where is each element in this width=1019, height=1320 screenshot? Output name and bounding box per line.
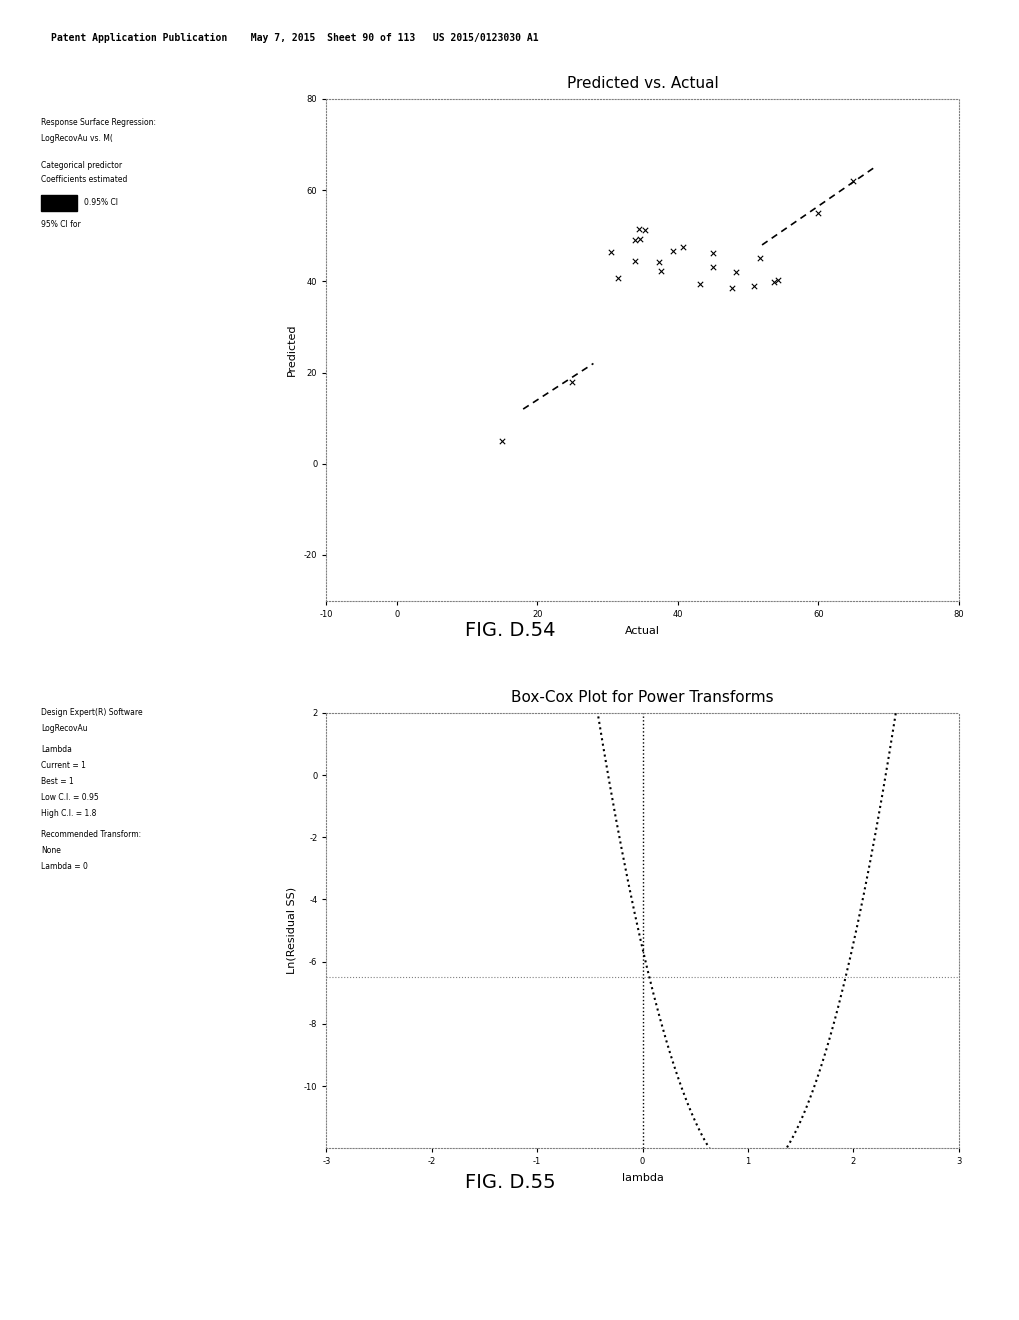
Point xyxy=(564,371,580,392)
Point xyxy=(809,202,825,223)
Text: Recommended Transform:: Recommended Transform: xyxy=(41,830,141,840)
Point xyxy=(723,277,740,298)
Text: LogRecovAu vs. M(: LogRecovAu vs. M( xyxy=(41,135,112,144)
Y-axis label: Predicted: Predicted xyxy=(286,323,297,376)
Text: Best = 1: Best = 1 xyxy=(41,777,73,787)
Point xyxy=(728,261,744,282)
Point xyxy=(652,260,668,281)
Text: Response Surface Regression:: Response Surface Regression: xyxy=(41,119,156,128)
Text: Design Expert(R) Software: Design Expert(R) Software xyxy=(41,709,143,718)
Text: High C.I. = 1.8: High C.I. = 1.8 xyxy=(41,809,96,818)
Point xyxy=(769,269,786,290)
Y-axis label: Ln(Residual SS): Ln(Residual SS) xyxy=(286,887,297,974)
Point xyxy=(845,170,861,191)
Text: Lambda: Lambda xyxy=(41,746,71,755)
Point xyxy=(631,218,647,239)
Text: FIG. D.54: FIG. D.54 xyxy=(465,622,554,640)
Point xyxy=(751,247,767,268)
Point xyxy=(609,267,626,288)
Text: Low C.I. = 0.95: Low C.I. = 0.95 xyxy=(41,793,99,803)
Title: Predicted vs. Actual: Predicted vs. Actual xyxy=(567,75,717,91)
Point xyxy=(745,276,761,297)
Point xyxy=(636,219,652,240)
Point xyxy=(664,240,681,261)
Point xyxy=(704,242,720,263)
Text: None: None xyxy=(41,846,60,855)
Text: FIG. D.55: FIG. D.55 xyxy=(465,1173,554,1192)
X-axis label: Actual: Actual xyxy=(625,626,659,635)
Text: 95% CI for: 95% CI for xyxy=(41,220,81,230)
Text: LogRecovAu: LogRecovAu xyxy=(41,725,88,734)
X-axis label: lambda: lambda xyxy=(621,1173,663,1183)
Point xyxy=(626,230,642,251)
Point xyxy=(626,251,642,272)
Point xyxy=(704,256,720,277)
Text: Lambda = 0: Lambda = 0 xyxy=(41,862,88,871)
Point xyxy=(765,271,782,292)
Title: Box-Cox Plot for Power Transforms: Box-Cox Plot for Power Transforms xyxy=(511,689,773,705)
Text: Coefficients estimated: Coefficients estimated xyxy=(41,176,127,185)
Text: Patent Application Publication    May 7, 2015  Sheet 90 of 113   US 2015/0123030: Patent Application Publication May 7, 20… xyxy=(51,33,538,44)
Point xyxy=(675,236,691,257)
Text: 0.95% CI: 0.95% CI xyxy=(84,198,117,207)
Text: Categorical predictor: Categorical predictor xyxy=(41,161,122,170)
Point xyxy=(493,430,510,451)
Text: Current = 1: Current = 1 xyxy=(41,762,86,771)
Point xyxy=(631,228,647,249)
FancyBboxPatch shape xyxy=(41,195,76,211)
Point xyxy=(650,252,666,273)
Point xyxy=(602,242,619,263)
Point xyxy=(691,273,707,294)
